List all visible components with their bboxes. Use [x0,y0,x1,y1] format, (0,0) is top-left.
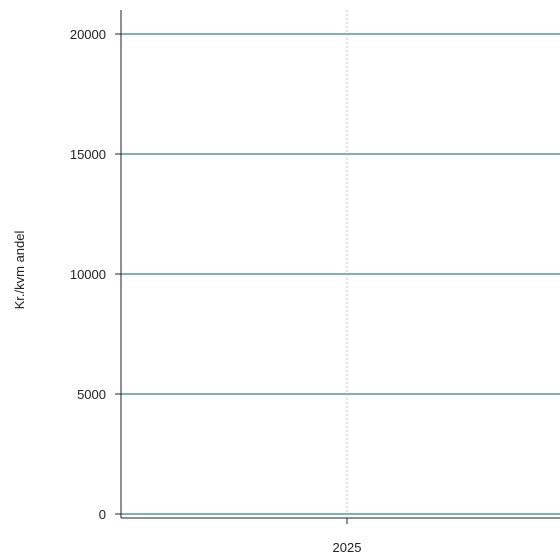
y-tick-label-0: 0 [99,507,106,522]
y-tick-label-10000: 10000 [70,267,106,282]
y-axis-title: Kr./kvm andel [12,231,27,310]
y-tick-label-15000: 15000 [70,147,106,162]
x-axis-ticks: 2025 [333,518,362,555]
y-tick-label-20000: 20000 [70,27,106,42]
horizontal-gridlines [121,33,560,515]
y-axis-ticks: 0 5000 10000 15000 20000 [70,27,121,522]
y-tick-label-5000: 5000 [77,387,106,402]
x-tick-label-2025: 2025 [333,540,362,555]
